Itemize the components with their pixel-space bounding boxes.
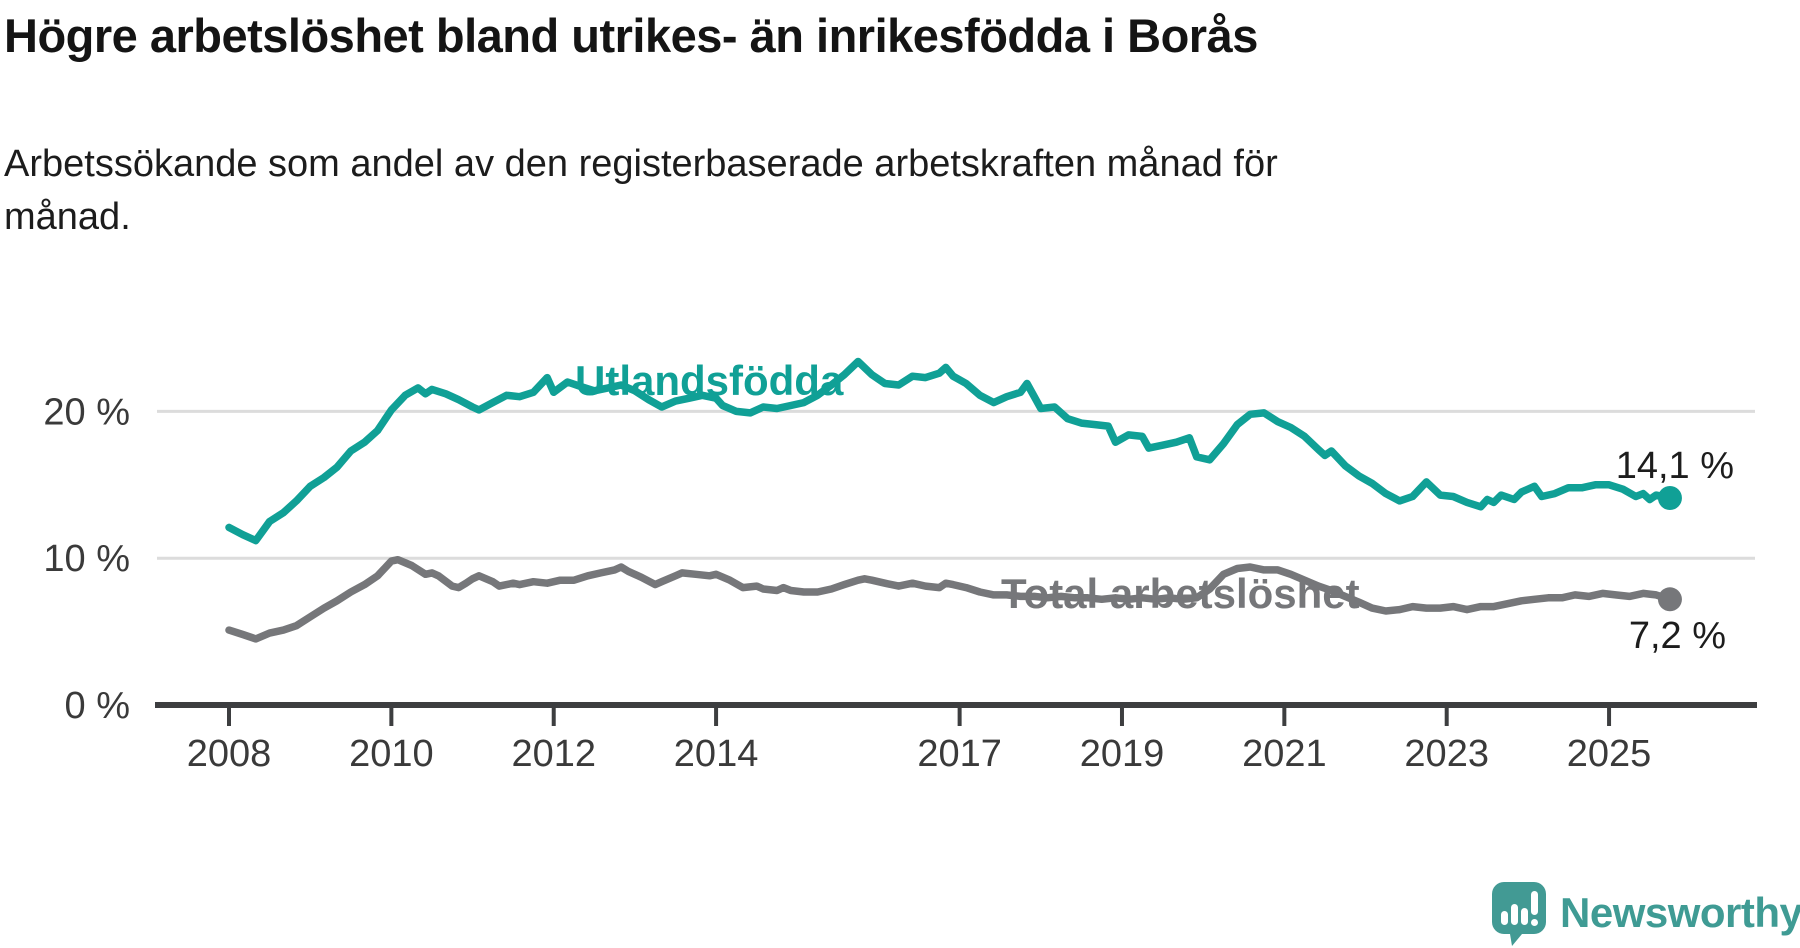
x-tick-label-2010: 2010 (349, 733, 434, 775)
exclamation-bar-icon (1531, 891, 1538, 915)
x-tick-label-2012: 2012 (511, 733, 596, 775)
x-tick-label-2023: 2023 (1404, 733, 1489, 775)
y-tick-label-0: 0 % (65, 685, 130, 727)
chart-subtitle-line-2: månad. (4, 196, 131, 238)
x-tick-label-2017: 2017 (917, 733, 1002, 775)
end-value-label-utlandsfodda: 14,1 % (1615, 445, 1734, 487)
x-tick-label-2019: 2019 (1080, 733, 1165, 775)
series-label-total-arbetsloshet: Total arbetslöshet (1001, 570, 1360, 617)
speech-bubble-shape (1492, 882, 1546, 946)
y-tick-label-10: 10 % (43, 538, 130, 580)
x-tick-label-2025: 2025 (1567, 733, 1652, 775)
end-value-label-total: 7,2 % (1628, 615, 1726, 657)
x-tick-label-2008: 2008 (187, 733, 272, 775)
newsworthy-logo-icon (1492, 882, 1546, 946)
series-line-utlandsf-dda (225, 357, 1674, 545)
bar-icon-tall (1511, 904, 1518, 925)
newsworthy-wordmark: Newsworthy (1560, 889, 1800, 936)
x-tick-label-2021: 2021 (1242, 733, 1327, 775)
exclamation-dot-icon (1531, 919, 1538, 926)
y-tick-label-20: 20 % (43, 391, 130, 433)
chart-subtitle-line-1: Arbetssökande som andel av den registerb… (4, 143, 1278, 185)
series-end-dot-total-arbetsl-shet (1657, 587, 1682, 612)
x-tick-label-2014: 2014 (674, 733, 759, 775)
series-end-dot-utlandsf-dda (1657, 486, 1682, 511)
bar-icon-small (1501, 911, 1508, 925)
series-label-utlandsfodda: Utlandsfödda (575, 357, 844, 404)
bar-icon-medium (1521, 908, 1528, 925)
chart-subtitle: Arbetssökande som andel av den registerb… (4, 138, 1564, 244)
page-title: Högre arbetslöshet bland utrikes- än inr… (4, 9, 1258, 62)
series-line-total-arbetsl-shet (225, 555, 1674, 643)
newsworthy-branding: Newsworthy (1492, 882, 1800, 946)
